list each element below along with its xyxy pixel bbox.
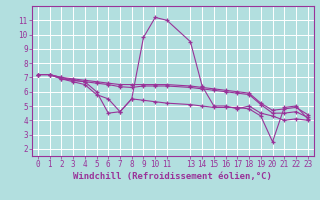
X-axis label: Windchill (Refroidissement éolien,°C): Windchill (Refroidissement éolien,°C) — [73, 172, 272, 181]
